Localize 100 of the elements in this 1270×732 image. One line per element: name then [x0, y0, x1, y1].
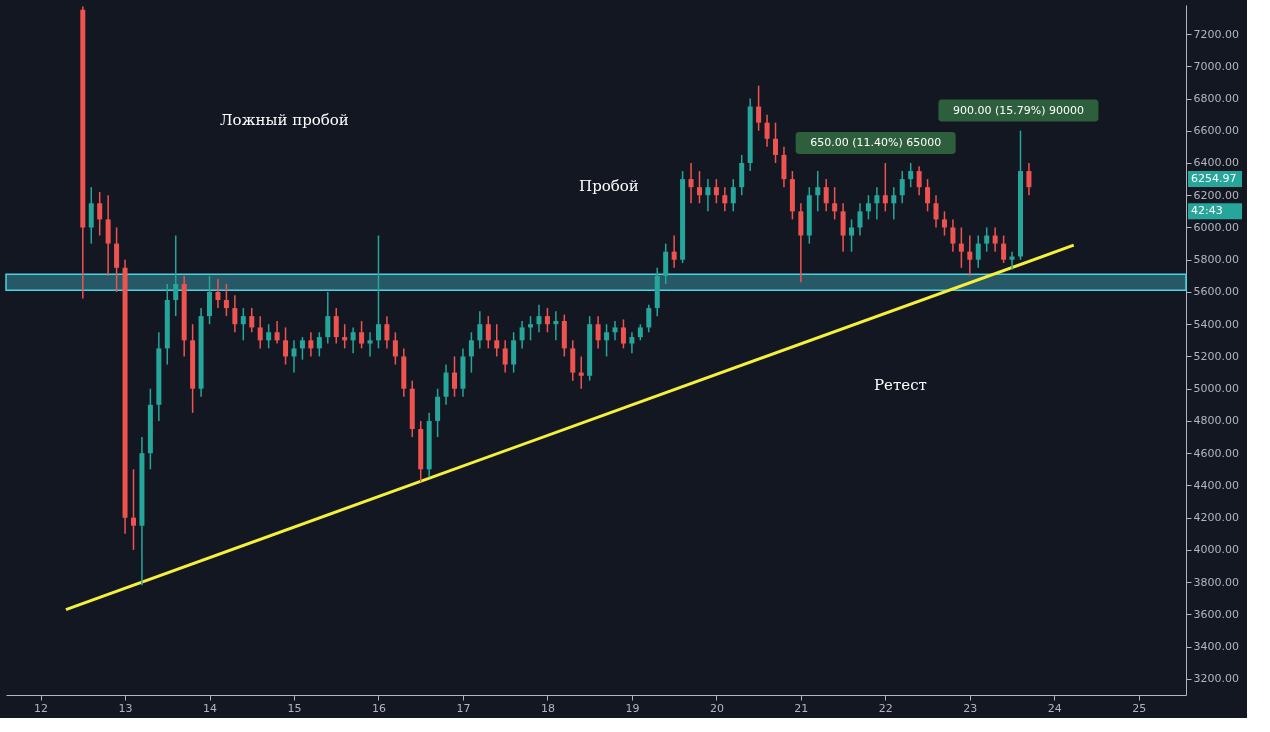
x-tick-label: 20	[709, 701, 724, 715]
x-tick-label: 17	[456, 701, 471, 715]
candlestick	[350, 326, 356, 354]
candlestick	[333, 307, 339, 345]
candlestick	[384, 315, 390, 350]
y-tick-label: 5000.00	[1193, 382, 1239, 396]
candlestick	[452, 355, 457, 398]
candlestick	[342, 323, 348, 350]
x-tick-label: 24	[1047, 701, 1062, 715]
x-tick-label: 23	[963, 701, 978, 715]
x-tick-label: 25	[1132, 701, 1147, 715]
candlestick	[612, 320, 618, 342]
candlestick	[629, 331, 635, 354]
y-tick-label: 3800.00	[1193, 575, 1239, 589]
candlestick	[899, 170, 905, 205]
y-tick-label: 3200.00	[1193, 672, 1239, 686]
candlestick	[266, 323, 272, 350]
candlestick	[984, 226, 990, 253]
candlestick	[671, 234, 677, 269]
y-tick-label: 7000.00	[1193, 59, 1239, 73]
candlestick	[950, 218, 956, 253]
candlestick	[528, 315, 534, 342]
candlestick	[925, 178, 931, 213]
y-tick-label: 4200.00	[1193, 511, 1239, 525]
x-tick-label: 15	[287, 701, 302, 715]
candlestick	[764, 113, 770, 148]
candlestick	[232, 294, 238, 334]
candlestick	[696, 170, 702, 205]
candlestick	[713, 178, 719, 205]
candlestick	[359, 320, 365, 350]
y-tick-label: 5400.00	[1193, 317, 1239, 331]
candlestick	[815, 170, 821, 213]
text: 6254.97	[1191, 171, 1237, 185]
candlestick	[882, 162, 888, 213]
candlestick	[967, 234, 973, 277]
candlestick	[756, 84, 762, 132]
x-tick-label: 16	[371, 701, 386, 715]
x-tick-label: 22	[878, 701, 893, 715]
candlestick	[916, 165, 922, 196]
y-tick-label: 6000.00	[1193, 220, 1239, 234]
candlestick	[595, 315, 601, 350]
candlestick	[688, 162, 694, 205]
candlestick	[130, 468, 136, 551]
candlestick	[646, 304, 652, 334]
candlestick	[544, 307, 550, 334]
candlestick	[223, 283, 229, 317]
candlestick	[823, 178, 829, 213]
y-tick-label: 4800.00	[1193, 414, 1239, 428]
candlestick	[257, 315, 263, 350]
candlestick	[908, 162, 914, 188]
candlestick	[519, 320, 525, 350]
y-tick-label: 6200.00	[1193, 188, 1239, 202]
candlestick	[874, 186, 880, 221]
y-tick-label: 5600.00	[1193, 285, 1239, 299]
candlestick	[173, 234, 179, 317]
candlestick	[832, 186, 838, 221]
candlestick	[1001, 234, 1007, 264]
candlestick	[536, 304, 542, 334]
candlestick	[468, 331, 474, 374]
y-tick-label: 6600.00	[1193, 124, 1239, 138]
candlestick	[299, 336, 305, 361]
candlestick	[620, 318, 626, 350]
candlestick	[477, 310, 483, 350]
candlestick	[308, 331, 314, 358]
y-tick-label: 4000.00	[1193, 543, 1239, 557]
y-tick-label: 6800.00	[1193, 92, 1239, 105]
candlestick	[992, 226, 998, 253]
candlestick	[958, 226, 964, 269]
y-tick-label: 3400.00	[1193, 640, 1239, 654]
annotation: Ретест	[874, 375, 927, 394]
x-tick-label: 13	[118, 701, 133, 715]
candlestick	[502, 339, 508, 374]
candlestick	[730, 178, 736, 213]
candlestick	[274, 320, 280, 345]
y-tick-label: 3600.00	[1193, 607, 1239, 621]
x-tick-label: 19	[625, 701, 640, 715]
candlestick	[325, 291, 331, 345]
y-tick-label: 4400.00	[1193, 478, 1239, 492]
candlestick	[97, 191, 103, 237]
candlestick	[722, 186, 728, 213]
candlestick	[316, 331, 322, 358]
candlestick	[392, 331, 398, 366]
annotation: Ложный пробой	[220, 110, 349, 129]
candlestick	[1026, 162, 1032, 196]
y-tick-label: 5200.00	[1193, 349, 1239, 363]
candlestick	[975, 234, 981, 269]
text: 42:43	[1191, 204, 1223, 218]
x-tick-label: 12	[34, 701, 49, 715]
candlestick	[578, 355, 584, 390]
x-tick-label: 21	[794, 701, 809, 715]
candlestick	[240, 307, 246, 342]
y-tick-label: 5800.00	[1193, 253, 1239, 267]
y-tick-label: 6400.00	[1193, 156, 1239, 170]
candlestick	[367, 331, 373, 358]
candlestick	[849, 218, 855, 253]
candlestick	[249, 307, 255, 334]
candlestick	[933, 194, 939, 229]
candlestick	[604, 323, 610, 358]
candlestick	[485, 315, 491, 350]
candlestick	[705, 178, 711, 213]
